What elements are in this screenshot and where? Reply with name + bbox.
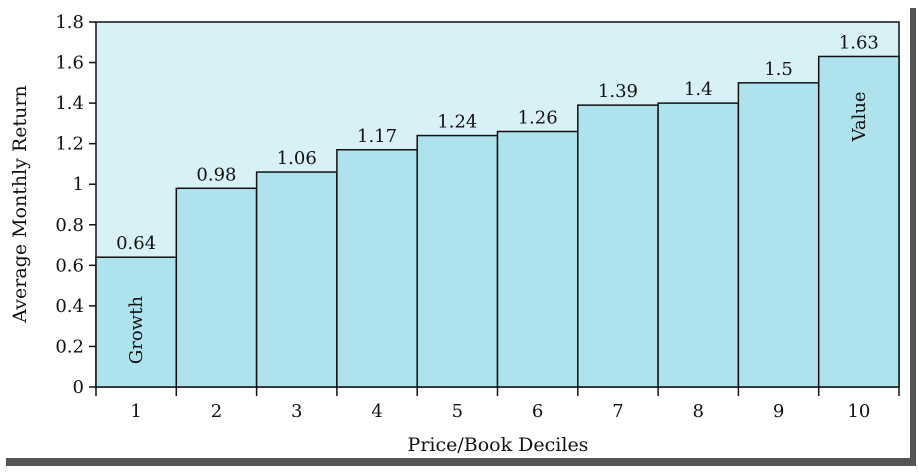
data-labels-group: 0.64 0.98 1.06 1.17 1.24 1.26 1.39 1.4 1.5 1.63 (116, 32, 879, 254)
y-tick-label: 0.4 (55, 296, 84, 317)
annotations-group: Growth Value (126, 91, 870, 364)
bar (817, 55, 900, 388)
y-tick-label: 0.6 (55, 255, 84, 276)
bar (175, 187, 258, 388)
bar (737, 82, 820, 388)
x-tick-label: 9 (773, 401, 784, 422)
y-tick-label: 0.2 (55, 336, 84, 357)
data-label: 1.24 (437, 112, 477, 133)
bar (255, 171, 338, 388)
bar (336, 149, 418, 388)
y-tick-label: 0 (73, 377, 84, 398)
y-tick-label: 1 (73, 174, 84, 195)
x-tick-label: 3 (291, 401, 302, 422)
x-tick-label: 1 (130, 401, 141, 422)
data-label: 1.4 (684, 79, 713, 100)
data-label: 0.64 (116, 233, 156, 254)
data-label: 1.5 (764, 59, 793, 80)
bar (496, 130, 579, 388)
bar (657, 102, 740, 388)
bar (577, 104, 659, 388)
data-label: 1.06 (277, 148, 317, 169)
data-label: 1.39 (598, 81, 638, 102)
y-tick-label: 1.2 (55, 134, 84, 155)
y-tick-label: 0.8 (55, 215, 84, 236)
bar (416, 134, 499, 388)
x-axis-title: Price/Book Deciles (408, 434, 589, 456)
y-tick-label: 1.4 (55, 93, 84, 114)
x-tick-label: 2 (211, 401, 222, 422)
x-tick-label: 6 (532, 401, 543, 422)
y-tick-label: 1.6 (55, 53, 84, 74)
y-axis-title: Average Monthly Return (9, 85, 31, 323)
data-label: 1.17 (357, 126, 397, 147)
x-axis: 1 2 3 4 5 6 7 8 9 10 (95, 387, 900, 422)
x-tick-label: 5 (452, 401, 463, 422)
data-label: 0.98 (196, 164, 236, 185)
bar-annotation: Value (849, 91, 870, 142)
bars-group (95, 55, 900, 388)
x-tick-label: 10 (847, 401, 870, 422)
x-tick-label: 8 (693, 401, 704, 422)
data-label: 1.63 (839, 32, 879, 53)
x-tick-label: 4 (371, 401, 382, 422)
y-tick-label: 1.8 (55, 12, 84, 33)
bar-annotation: Growth (126, 296, 147, 364)
data-label: 1.26 (518, 108, 558, 129)
x-tick-label: 7 (612, 401, 623, 422)
y-axis: 0 0.2 0.4 0.6 0.8 1 1.2 1.4 1.6 1.8 (55, 12, 96, 398)
